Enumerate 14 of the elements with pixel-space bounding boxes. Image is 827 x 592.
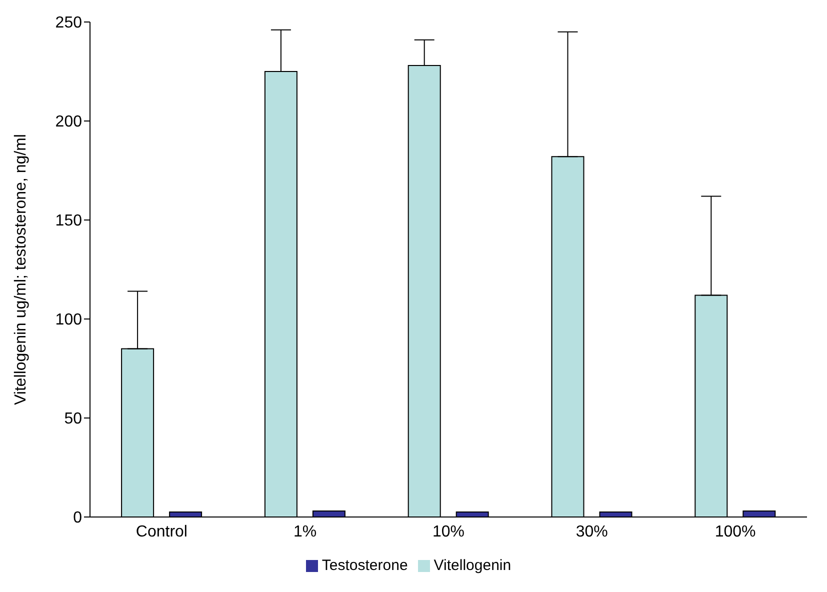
x-tick-label: 30% bbox=[576, 523, 608, 540]
y-axis-title: Vitellogenin ug/ml; testosterone, ng/ml bbox=[12, 134, 30, 405]
x-tick-label: 100% bbox=[714, 523, 756, 540]
x-tick-label: Control bbox=[136, 523, 188, 540]
x-tick-label: 1% bbox=[294, 523, 317, 540]
legend-label: Testosterone bbox=[322, 557, 408, 574]
y-tick-label: 150 bbox=[55, 212, 82, 230]
y-tick-label: 200 bbox=[55, 114, 82, 131]
x-tick-label: 10% bbox=[432, 523, 465, 540]
y-tick-label: 0 bbox=[73, 510, 82, 527]
y-tick-label: 50 bbox=[64, 410, 82, 428]
legend-label: Vitellogenin bbox=[434, 557, 512, 574]
y-tick-label: 100 bbox=[55, 312, 82, 329]
y-tick-label: 250 bbox=[55, 14, 82, 32]
